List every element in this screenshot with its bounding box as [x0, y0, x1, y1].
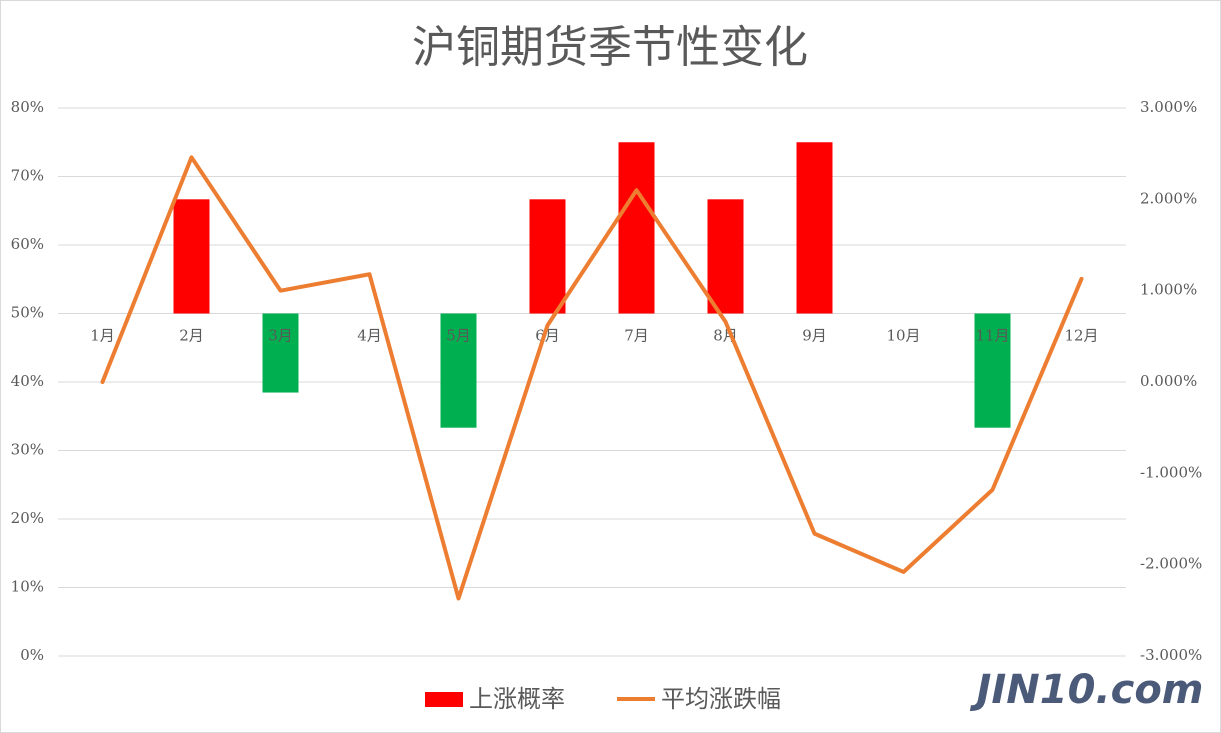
y-tick-label: 60%: [11, 235, 44, 253]
chart-title: 沪铜期货季节性变化: [412, 22, 808, 73]
y-tick-label: 10%: [11, 578, 44, 596]
bar: [974, 313, 1011, 428]
y-tick-label: 70%: [11, 167, 44, 185]
legend-swatch: [425, 692, 463, 707]
x-tick-label: 12月: [1064, 327, 1098, 345]
bar: [707, 199, 744, 314]
x-tick-label: 5月: [446, 327, 471, 345]
x-tick-label: 11月: [975, 327, 1009, 345]
x-tick-label: 4月: [357, 327, 382, 345]
x-tick-label: 7月: [624, 327, 649, 345]
bar: [262, 313, 299, 393]
bar: [529, 199, 566, 314]
y-tick-label: 80%: [11, 98, 44, 116]
y-tick-label: 20%: [11, 509, 44, 527]
y-tick-label: 0%: [20, 646, 44, 664]
bar: [440, 313, 477, 428]
y-tick-label: 40%: [11, 372, 44, 390]
x-tick-label: 2月: [179, 327, 204, 345]
y2-tick-label: 3.000%: [1140, 98, 1197, 116]
bar: [618, 142, 655, 314]
y2-tick-label: 1.000%: [1140, 281, 1197, 299]
y-tick-label: 30%: [11, 441, 44, 459]
x-tick-label: 9月: [802, 327, 827, 345]
x-tick-label: 1月: [90, 327, 115, 345]
watermark: JIN10.com: [970, 667, 1204, 713]
bar: [796, 142, 833, 314]
legend-label: 上涨概率: [469, 685, 565, 713]
bar: [173, 199, 210, 314]
y-tick-label: 50%: [11, 304, 44, 322]
y2-tick-label: -2.000%: [1140, 555, 1202, 573]
line-series: [100, 155, 1084, 601]
y2-tick-label: -1.000%: [1140, 463, 1202, 481]
y2-tick-label: -3.000%: [1140, 646, 1202, 664]
x-tick-label: 10月: [886, 327, 920, 345]
x-tick-label: 3月: [268, 327, 293, 345]
y2-tick-label: 0.000%: [1140, 372, 1197, 390]
legend-label: 平均涨跌幅: [661, 685, 781, 713]
y2-tick-label: 2.000%: [1140, 189, 1197, 207]
